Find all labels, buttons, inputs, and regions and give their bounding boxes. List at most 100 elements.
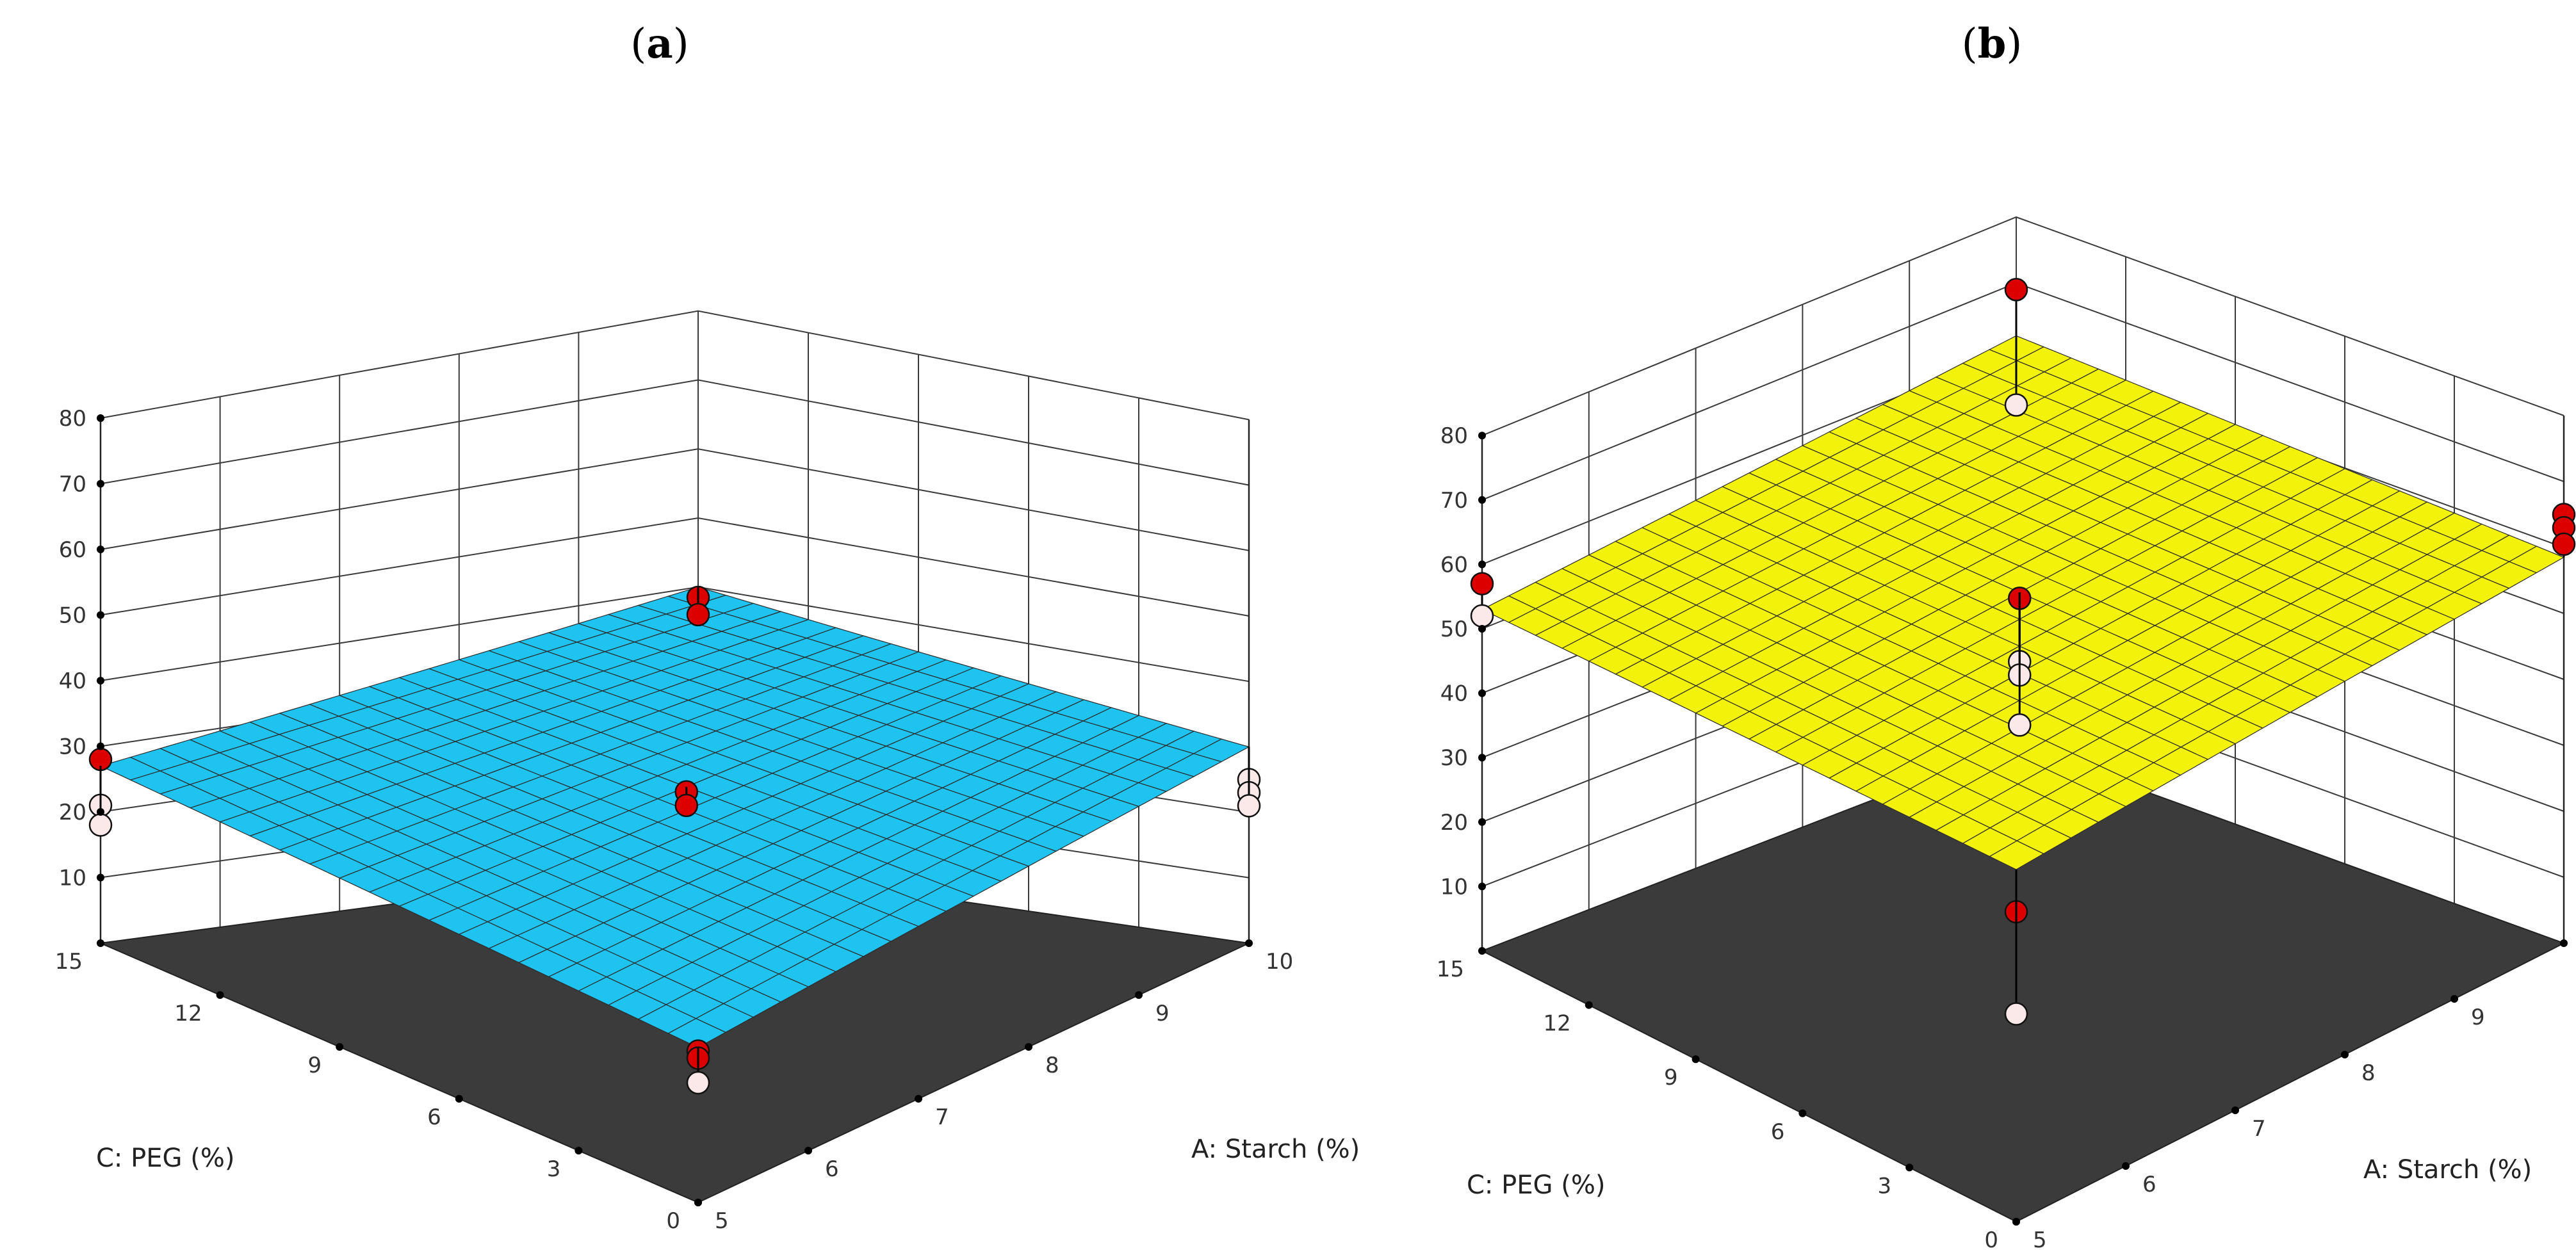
design-points-a [88, 585, 1261, 1095]
z-tick-dot [97, 808, 104, 816]
y-tick-dot [1585, 1001, 1593, 1009]
x-tick-label: 8 [1045, 1053, 1059, 1078]
x-tick-label: 7 [935, 1105, 949, 1130]
z-tick-label: 40 [1440, 681, 1468, 707]
x-tick-dot [2450, 995, 2458, 1003]
z-tick-label: 30 [59, 734, 86, 760]
y-tick-label: 12 [174, 1001, 202, 1026]
y-tick-dot [694, 1199, 702, 1206]
y-tick-label: 0 [666, 1208, 680, 1234]
z-tick-dot [1478, 432, 1486, 440]
y-tick-dot [336, 1043, 344, 1051]
y-tick-label: 15 [1437, 957, 1464, 982]
y-tick-dot [1692, 1055, 1700, 1064]
y-tick-label: 9 [1664, 1065, 1678, 1090]
design-point-below [1470, 604, 1494, 628]
design-point-below [1237, 794, 1261, 818]
y-tick-dot [1798, 1109, 1807, 1117]
design-point-above [674, 793, 698, 818]
z-tick-label: 80 [59, 406, 86, 432]
y-tick-dot [575, 1147, 583, 1154]
z-tick-label: 50 [1440, 617, 1468, 642]
y-tick-dot [1905, 1163, 1914, 1172]
x-tick-dot [915, 1095, 922, 1103]
panel-b-label: (b) [1962, 20, 2023, 68]
z-tick-dot [97, 742, 104, 750]
z-tick-dot [1478, 689, 1486, 697]
z-tick-dot [1478, 882, 1486, 891]
design-point-below [2004, 393, 2028, 417]
y-tick-label: 3 [1878, 1173, 1892, 1199]
z-tick-dot [97, 873, 104, 882]
z-tick-label: 70 [59, 472, 86, 498]
x-tick-dot [1025, 1043, 1032, 1051]
z-tick-label: 80 [1440, 423, 1468, 449]
z-tick-dot [1478, 560, 1486, 569]
y-tick-label: 9 [308, 1053, 322, 1078]
design-point-above [2552, 532, 2576, 556]
z-tick-dot [97, 611, 104, 619]
z-tick-dot [97, 677, 104, 684]
x-tick-label: 8 [2361, 1060, 2376, 1086]
z-tick-label: 70 [1440, 488, 1468, 514]
design-point-above [686, 603, 710, 627]
x-tick-label: 6 [825, 1156, 839, 1182]
design-point-below [2004, 1002, 2028, 1026]
y-tick-label: 6 [1771, 1119, 1785, 1145]
z-tick-label: 10 [59, 866, 86, 891]
y-tick-dot [2012, 1218, 2020, 1226]
z-tick-dot [97, 480, 104, 488]
z-tick-label: 30 [1440, 745, 1468, 771]
design-point-below [2008, 713, 2032, 737]
response-surface-a [99, 587, 1250, 1048]
x-tick-label: 5 [715, 1208, 729, 1234]
z-tick-label: 60 [1440, 552, 1468, 578]
y-tick-dot [455, 1095, 463, 1103]
y-axis-title-b: C: PEG (%) [1467, 1170, 1605, 1200]
y-tick-label: 3 [547, 1156, 561, 1182]
x-axis-title-a: A: Starch (%) [1191, 1135, 1360, 1164]
z-tick-label: 60 [59, 537, 86, 563]
z-tick-label: 50 [59, 603, 86, 629]
y-tick-label: 15 [55, 949, 83, 975]
x-tick-label: 6 [2142, 1172, 2156, 1197]
x-tick-dot [1135, 991, 1143, 999]
z-tick-dot [1478, 496, 1486, 504]
x-tick-label: 7 [2252, 1116, 2266, 1142]
chart-panel-a: (a) 10 20 30 40 50 60 70 80 5 6 7 8 9 10 0 3 6 9 12 15 A: S… [55, 20, 1360, 1234]
response-surface-b [1481, 335, 2565, 870]
x-tick-dot [2231, 1106, 2239, 1114]
x-axis-title-b: A: Starch (%) [2363, 1155, 2532, 1185]
x-tick-dot [2560, 939, 2568, 947]
x-tick-dot [1245, 939, 1253, 947]
tick-labels-a: 10 20 30 40 50 60 70 80 5 6 7 8 9 10 0 3 6 9 12 15 [55, 406, 1294, 1234]
y-tick-label: 0 [1984, 1227, 1998, 1253]
y-tick-dot [216, 991, 224, 999]
z-tick-label: 20 [59, 800, 86, 825]
x-tick-label: 5 [2033, 1227, 2047, 1253]
design-points-b [1470, 278, 2576, 1026]
x-tick-label: 10 [1266, 949, 1293, 975]
design-point-above [1470, 572, 1494, 595]
x-tick-dot [2122, 1162, 2130, 1170]
z-tick-dot [1478, 625, 1486, 633]
y-axis-title-a: C: PEG (%) [96, 1144, 234, 1173]
x-tick-label: 9 [2471, 1005, 2485, 1030]
design-point-below [686, 1071, 710, 1095]
panel-a-label: (a) [630, 20, 689, 68]
z-tick-dot [1478, 754, 1486, 762]
z-tick-label: 40 [59, 668, 86, 694]
design-point-below [88, 813, 113, 837]
z-tick-label: 20 [1440, 810, 1468, 836]
z-tick-label: 10 [1440, 874, 1468, 900]
design-point-above [2004, 278, 2028, 302]
y-tick-dot [97, 939, 104, 947]
y-tick-label: 6 [427, 1105, 441, 1130]
z-tick-dot [97, 414, 104, 422]
x-tick-dot [2341, 1051, 2349, 1058]
z-tick-dot [97, 546, 104, 553]
z-tick-dot [1478, 818, 1486, 826]
